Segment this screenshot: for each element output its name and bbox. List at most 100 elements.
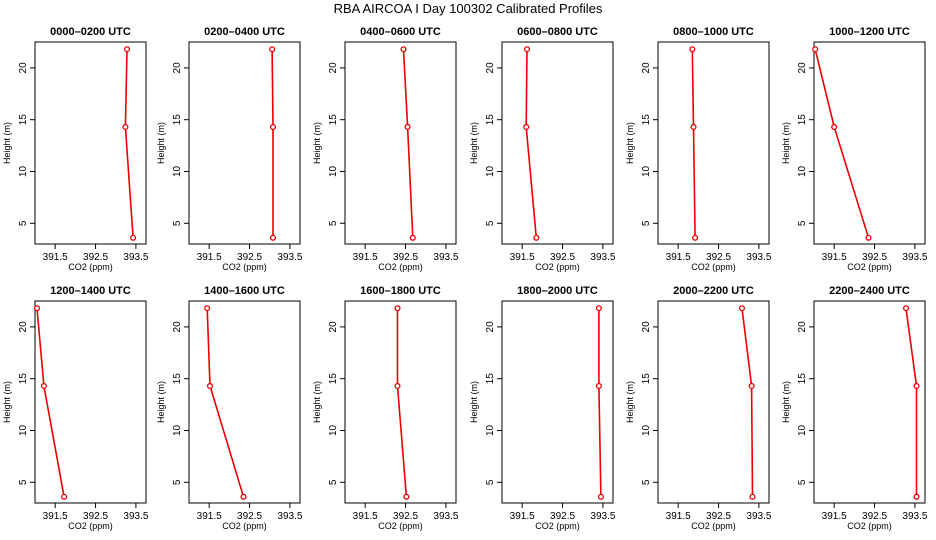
plot-frame: [34, 41, 147, 245]
data-point: [269, 234, 277, 241]
x-axis-label: CO2 (ppm): [378, 262, 423, 272]
y-tick-label: 20: [641, 62, 652, 74]
x-tick-label: 392.5: [706, 252, 731, 263]
x-tick-label: 393.5: [433, 252, 458, 263]
plot-frame: [344, 300, 457, 504]
chart-panel-10: 1800–2000 UTC 391.5 392.5 393.5 5 10 15 20 CO2 (…: [469, 285, 616, 531]
data-point: [597, 493, 604, 500]
y-tick-label: 15: [641, 373, 652, 385]
y-tick-label: 20: [797, 321, 808, 333]
y-axis-label: Height (m): [781, 381, 791, 423]
data-point: [204, 305, 211, 312]
y-tick-label: 20: [18, 321, 29, 333]
plot-frame: [188, 300, 301, 504]
profile-line: [525, 49, 538, 238]
profile-line: [271, 49, 274, 238]
y-tick-label: 20: [485, 62, 496, 74]
panel-title: 0000–0200 UTC: [50, 26, 131, 38]
data-point: [749, 493, 756, 500]
panel-title: 2000–2200 UTC: [673, 285, 754, 297]
data-point: [240, 493, 247, 500]
y-tick-label: 5: [172, 220, 183, 226]
x-tick-label: 391.5: [822, 252, 847, 263]
plot-frame: [657, 41, 770, 245]
y-tick-label: 5: [172, 479, 183, 485]
y-tick-label: 15: [328, 373, 339, 385]
x-tick-label: 392.5: [862, 511, 887, 522]
y-axis-label: Height (m): [625, 122, 635, 164]
plot-frame: [813, 41, 926, 245]
panel-title: 1200–1400 UTC: [50, 285, 131, 297]
y-tick-label: 10: [328, 424, 339, 436]
x-tick-label: 392.5: [706, 511, 731, 522]
profile-line: [402, 49, 414, 238]
y-axis-label: Height (m): [156, 122, 166, 164]
x-tick-label: 393.5: [746, 252, 771, 263]
y-tick-label: 5: [797, 479, 808, 485]
data-point: [812, 46, 819, 53]
y-tick-label: 20: [485, 321, 496, 333]
panel-title: 1600–1800 UTC: [360, 285, 441, 297]
y-tick-label: 10: [485, 165, 496, 177]
data-point: [523, 123, 530, 130]
x-tick-label: 393.5: [902, 252, 927, 263]
plot-frame: [501, 41, 614, 245]
x-tick-label: 391.5: [510, 252, 535, 263]
x-tick-label: 391.5: [666, 511, 691, 522]
panel-title: 0200–0400 UTC: [204, 26, 285, 38]
y-axis-label: Height (m): [469, 122, 479, 164]
y-tick-label: 20: [172, 321, 183, 333]
profile-line: [206, 308, 245, 498]
y-tick-label: 20: [18, 62, 29, 74]
x-axis-label: CO2 (ppm): [847, 262, 892, 272]
data-point: [61, 493, 68, 500]
figure-title: RBA AIRCOA I Day 100302 Calibrated Profi…: [333, 1, 603, 16]
x-tick-label: 393.5: [123, 252, 148, 263]
x-tick-label: 391.5: [197, 511, 222, 522]
data-point: [269, 46, 276, 53]
panel-title: 0600–0800 UTC: [517, 26, 598, 38]
plot-frame: [501, 300, 614, 504]
y-tick-label: 5: [328, 479, 339, 485]
data-point: [913, 382, 920, 389]
data-point: [394, 305, 401, 312]
y-axis-label: Height (m): [2, 381, 12, 423]
x-tick-label: 393.5: [902, 511, 927, 522]
profile-line: [741, 308, 754, 497]
y-tick-label: 10: [641, 165, 652, 177]
plot-frame: [34, 300, 147, 504]
chart-panel-3: 0400–0600 UTC 391.5 392.5 393.5 5 10 15 20 CO2 (…: [312, 26, 459, 272]
y-axis-label: Height (m): [2, 122, 12, 164]
x-tick-label: 391.5: [353, 252, 378, 263]
x-tick-label: 392.5: [550, 252, 575, 263]
data-point: [595, 382, 602, 389]
y-axis-label: Height (m): [156, 381, 166, 423]
y-tick-label: 10: [641, 424, 652, 436]
chart-panel-7: 1200–1400 UTC 391.5 392.5 393.5 5 10 15 20 CO2 (…: [2, 285, 149, 531]
y-tick-label: 5: [485, 479, 496, 485]
x-tick-label: 391.5: [822, 511, 847, 522]
y-tick-label: 15: [641, 114, 652, 126]
data-point: [404, 123, 411, 130]
y-tick-label: 15: [18, 373, 29, 385]
x-tick-label: 393.5: [746, 511, 771, 522]
y-tick-label: 20: [328, 62, 339, 74]
y-tick-label: 20: [328, 321, 339, 333]
y-axis-label: Height (m): [312, 381, 322, 423]
data-point: [913, 493, 920, 500]
x-tick-label: 392.5: [393, 511, 418, 522]
x-axis-label: CO2 (ppm): [535, 521, 580, 531]
chart-panel-12: 2200–2400 UTC 391.5 392.5 393.5 5 10 15 20 CO2 (…: [781, 285, 928, 531]
x-axis-label: CO2 (ppm): [222, 521, 267, 531]
panel-title: 0400–0600 UTC: [360, 26, 441, 38]
panel-title: 1400–1600 UTC: [204, 285, 285, 297]
panel-title: 1800–2000 UTC: [517, 285, 598, 297]
data-point: [689, 46, 696, 53]
x-axis-label: CO2 (ppm): [222, 262, 267, 272]
chart-panel-1: 0000–0200 UTC 391.5 392.5 393.5 5 10 15 20 CO2 (…: [2, 26, 149, 272]
chart-panel-2: 0200–0400 UTC 391.5 392.5 393.5 5 10 15 20 CO2 (…: [156, 26, 303, 272]
x-tick-label: 393.5: [433, 511, 458, 522]
x-axis-label: CO2 (ppm): [378, 521, 423, 531]
y-tick-label: 10: [485, 424, 496, 436]
panel-title: 2200–2400 UTC: [829, 285, 910, 297]
